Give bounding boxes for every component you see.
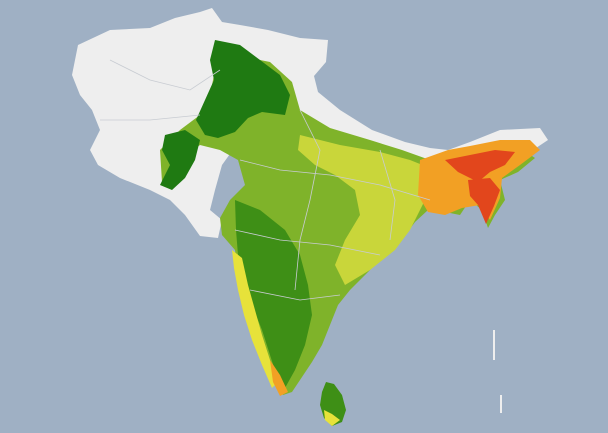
- island-andaman: [493, 330, 495, 360]
- land-forest-west: [235, 200, 312, 388]
- land-forest-himalaya: [196, 40, 290, 138]
- island-andaman-2: [500, 395, 502, 413]
- land-red-bangladesh: [468, 178, 500, 224]
- land-red-northeast: [445, 150, 515, 182]
- admin-borders: [100, 59, 431, 301]
- land-yellow-plains: [298, 135, 430, 285]
- land-sri-lanka-south: [324, 410, 340, 426]
- land-westcoast-yellow: [232, 250, 278, 388]
- land-forest-indus: [160, 130, 200, 190]
- land-westcoast-orange: [270, 360, 288, 396]
